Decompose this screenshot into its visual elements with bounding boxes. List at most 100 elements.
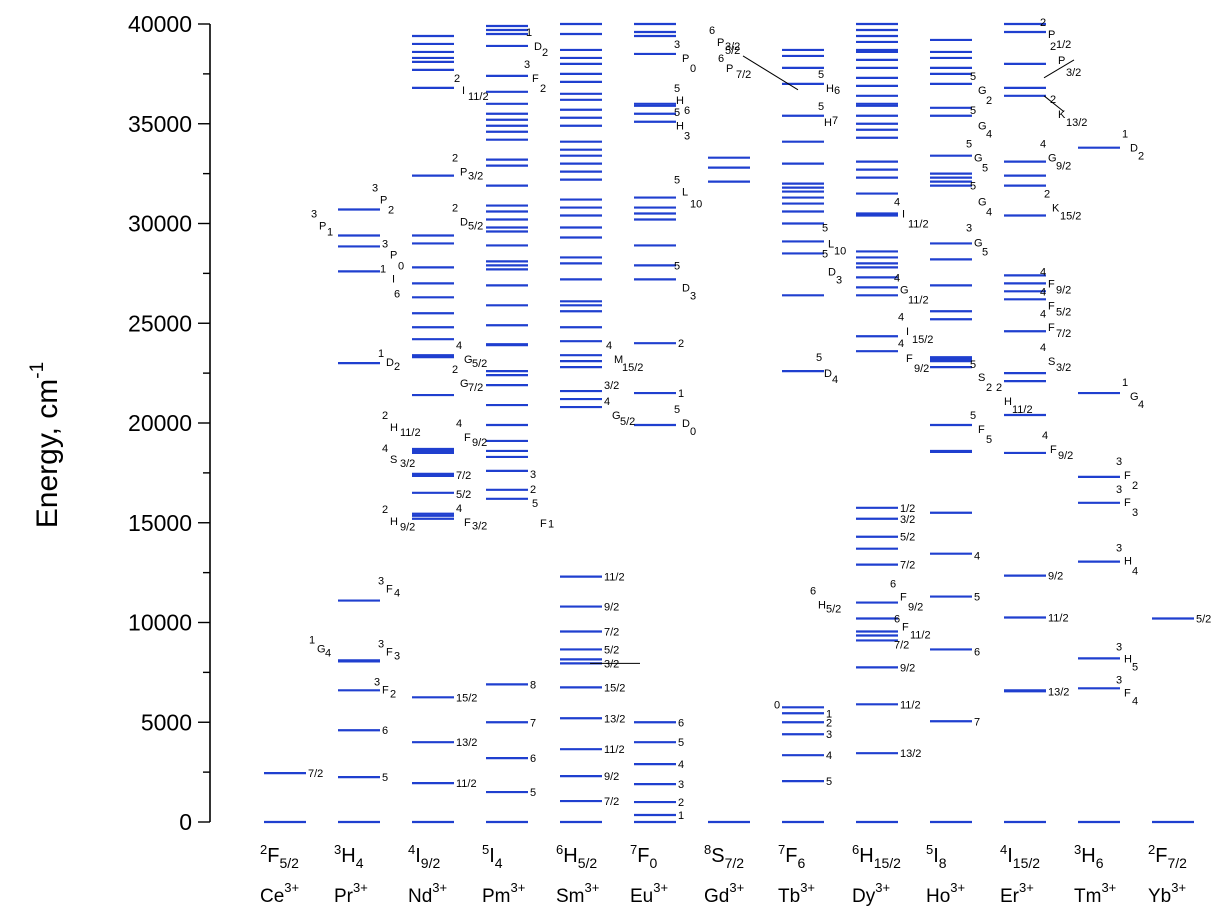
level-label: P — [1058, 55, 1065, 67]
level-label: 3/2 — [400, 458, 415, 470]
level-label: 1 — [678, 388, 684, 400]
level-label: 13/2 — [604, 713, 625, 725]
level-label: 3/2 — [604, 380, 619, 392]
ion-label: Nd3+ — [408, 880, 447, 907]
level-label: H — [1004, 396, 1012, 408]
level-label: 5 — [970, 181, 976, 193]
level-label: F — [978, 424, 985, 436]
level-label: 3 — [372, 183, 378, 195]
level-label: F — [1124, 687, 1131, 699]
level-label: 3 — [690, 290, 696, 302]
level-label: D — [824, 368, 832, 380]
ion-label: Er3+ — [1000, 880, 1034, 907]
level-label: 2 — [678, 338, 684, 350]
level-label: 5 — [816, 352, 822, 364]
level-label: 6 — [890, 579, 896, 591]
level-label: 5/2 — [468, 220, 483, 232]
level-label: 6 — [834, 85, 840, 97]
level-label: 2 — [1050, 41, 1056, 53]
level-label: S — [1048, 356, 1055, 368]
ion-label: Gd3+ — [704, 880, 744, 907]
level-label: G — [612, 410, 621, 422]
level-label: 5/2 — [456, 489, 471, 501]
level-label: 2 — [1132, 480, 1138, 492]
level-label: 4 — [456, 503, 462, 515]
level-label: 4 — [325, 647, 331, 659]
y-tick-label: 10000 — [128, 610, 192, 636]
ion-label: Eu3+ — [630, 880, 668, 907]
level-label: 13/2 — [1066, 117, 1087, 129]
level-label: F — [1124, 497, 1131, 509]
level-label: 1/2 — [1056, 39, 1071, 51]
level-label: 2 — [388, 205, 394, 217]
ground-term: 7F6 — [778, 842, 805, 871]
level-label: 1 — [1122, 377, 1128, 389]
level-label: 7/2 — [736, 69, 751, 81]
level-label: 4 — [1040, 139, 1046, 151]
level-label: 5 — [822, 248, 828, 260]
level-label: 5/2 — [472, 358, 487, 370]
level-label: 3 — [1116, 543, 1122, 555]
y-axis: 0 5000 10000 15000 20000 25000 30000 35000 40000 — [128, 11, 211, 835]
level-label: 4 — [456, 418, 462, 430]
level-label: 5/2 — [826, 604, 841, 616]
level-label: 9/2 — [914, 363, 929, 375]
level-label: 9/2 — [604, 602, 619, 614]
level-label: 5 — [674, 260, 680, 272]
level-label: 5 — [822, 222, 828, 234]
level-label: I — [902, 209, 905, 221]
level-label: F — [906, 353, 913, 365]
ion-label: Pr3+ — [334, 880, 368, 907]
level-label: 5 — [674, 175, 680, 187]
level-label: F — [464, 432, 471, 444]
level-label: I — [906, 326, 909, 338]
level-label: 3 — [382, 238, 388, 250]
level-label: 7 — [530, 717, 536, 729]
level-label: 1 — [327, 226, 333, 238]
level-label: G — [460, 378, 469, 390]
level-label: 2 — [530, 484, 536, 496]
level-label: 3 — [1116, 674, 1122, 686]
level-label: H — [826, 83, 834, 95]
level-label: G — [974, 237, 983, 249]
level-label: G — [900, 284, 909, 296]
level-label: 6 — [678, 717, 684, 729]
level-label: 9/2 — [472, 437, 487, 449]
level-label: 3 — [674, 39, 680, 51]
level-label: D — [460, 217, 468, 229]
level-label: 2 — [452, 153, 458, 165]
level-label: 5 — [970, 359, 976, 371]
level-label: 3 — [836, 274, 842, 286]
level-label: 2 — [452, 203, 458, 215]
level-label: 11/2 — [900, 699, 921, 711]
level-label: H — [676, 121, 684, 133]
level-label: 6 — [810, 586, 816, 598]
level-label: P — [460, 167, 467, 179]
level-label: 13/2 — [900, 748, 921, 760]
level-label: 3/2 — [472, 521, 487, 533]
leader-line — [1043, 95, 1065, 113]
level-label: 9/2 — [1056, 284, 1071, 296]
leader-line — [742, 55, 799, 91]
ground-term: 4I9/2 — [408, 842, 440, 871]
level-label: 2 — [826, 717, 832, 729]
level-label: 4 — [894, 272, 900, 284]
level-label: G — [1048, 153, 1057, 165]
level-label: 3/2 — [1066, 67, 1081, 79]
level-label: 2 — [454, 73, 460, 85]
level-label: 5/2 — [620, 416, 635, 428]
level-label: 4 — [1040, 342, 1046, 354]
level-label: 4 — [1132, 566, 1138, 578]
level-label: 7/2 — [1056, 328, 1071, 340]
level-label: 4 — [604, 396, 610, 408]
level-label: D — [828, 266, 836, 278]
level-label: 3 — [374, 676, 380, 688]
ion-label: Tm3+ — [1074, 880, 1116, 907]
level-label: G — [464, 354, 473, 366]
level-label: 3 — [530, 469, 536, 481]
level-label: 2 — [540, 83, 546, 95]
level-label: 1 — [309, 634, 315, 646]
level-label: 9/2 — [900, 662, 915, 674]
level-label: 7/2 — [894, 639, 909, 651]
